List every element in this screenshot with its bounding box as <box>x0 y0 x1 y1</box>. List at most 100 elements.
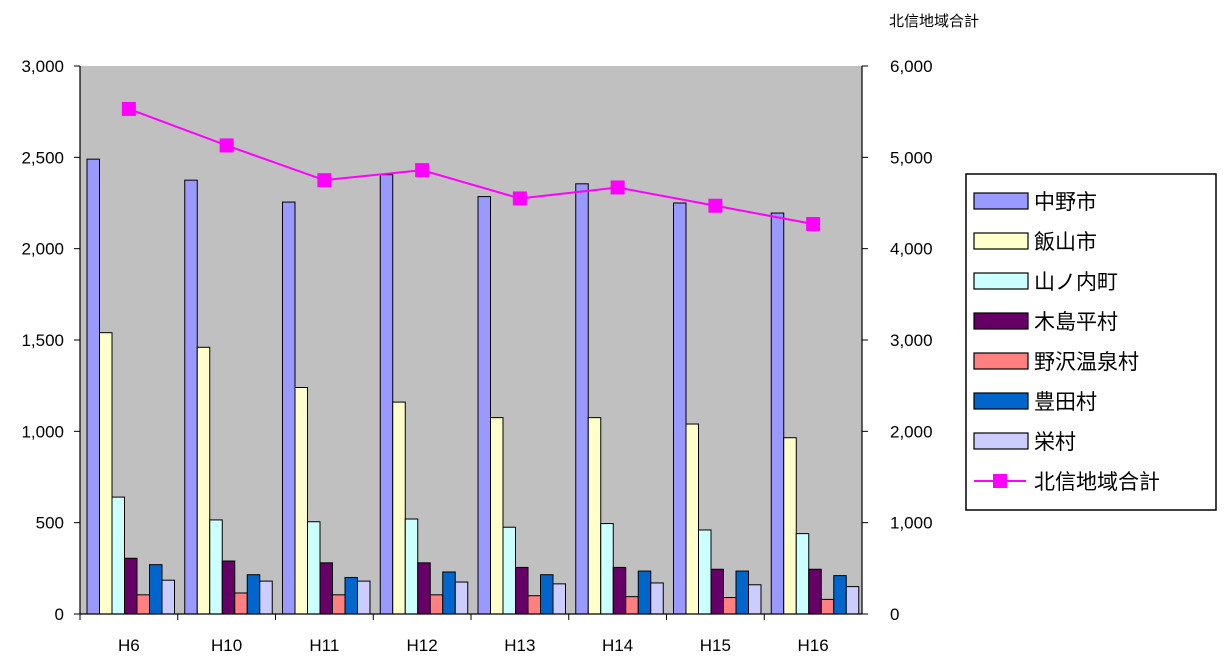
bar-H16-木島平村 <box>808 568 822 615</box>
legend-box <box>965 173 1217 511</box>
bar-H13-中野市 <box>477 196 491 615</box>
left-tick-label: 0 <box>55 605 64 624</box>
legend-label-北信地域合計: 北信地域合計 <box>1034 470 1160 494</box>
legend-swatch-野沢温泉村 <box>973 352 1029 370</box>
left-tick-label: 1,500 <box>21 331 64 350</box>
x-tick-label: H13 <box>504 636 535 655</box>
bar-H13-木島平村 <box>515 566 529 615</box>
x-tick-label: H16 <box>798 636 829 655</box>
left-tick-label: 3,000 <box>21 57 64 76</box>
bar-H12-山ノ内町 <box>404 518 419 615</box>
series-line-北信地域合計 <box>128 107 814 225</box>
bar-H13-飯山市 <box>490 417 504 615</box>
legend-label-豊田村: 豊田村 <box>1034 390 1097 414</box>
bar-H15-飯山市 <box>685 423 699 615</box>
bar-H15-栄村 <box>748 584 762 615</box>
bar-H11-木島平村 <box>319 562 333 615</box>
point-H12-北信地域合計 <box>415 163 430 178</box>
bar-H12-木島平村 <box>417 562 431 615</box>
bar-H10-中野市 <box>184 179 198 615</box>
point-H6-北信地域合計 <box>121 101 136 116</box>
right-tick-label: 2,000 <box>890 422 933 441</box>
x-tick-label: H14 <box>602 636 633 655</box>
point-H13-北信地域合計 <box>512 191 527 206</box>
bar-H16-栄村 <box>845 586 860 615</box>
bar-H10-野沢温泉村 <box>234 592 248 615</box>
x-tick-label: H10 <box>211 636 242 655</box>
bar-H11-飯山市 <box>294 386 308 615</box>
bar-H6-木島平村 <box>124 557 138 615</box>
bar-H12-飯山市 <box>392 401 406 615</box>
legend-swatch-中野市 <box>973 192 1029 210</box>
bar-H6-栄村 <box>161 579 175 615</box>
point-H16-北信地域合計 <box>806 217 821 232</box>
bar-H15-木島平村 <box>710 568 724 615</box>
bar-H16-豊田村 <box>833 575 847 615</box>
total-line-group <box>121 101 821 232</box>
bar-H6-豊田村 <box>149 564 163 615</box>
bar-H11-中野市 <box>282 201 296 615</box>
legend-label-中野市: 中野市 <box>1034 190 1097 214</box>
legend-label-野沢温泉村: 野沢温泉村 <box>1034 350 1139 374</box>
bar-H12-豊田村 <box>442 571 456 615</box>
legend-swatch-飯山市 <box>973 232 1029 250</box>
legend-label-山ノ内町: 山ノ内町 <box>1034 270 1118 294</box>
bar-H15-中野市 <box>673 202 687 615</box>
bar-H6-野沢温泉村 <box>136 594 150 615</box>
bar-H15-野沢温泉村 <box>723 597 737 615</box>
bar-H10-飯山市 <box>196 346 211 615</box>
bar-H11-山ノ内町 <box>307 521 321 615</box>
right-tick-label: 0 <box>890 605 899 624</box>
bar-H16-中野市 <box>770 212 785 615</box>
right-axis-label: 北信地域合計 <box>889 12 979 30</box>
bar-H6-飯山市 <box>99 332 113 615</box>
bar-H14-豊田村 <box>637 570 652 615</box>
bar-H14-木島平村 <box>612 566 627 615</box>
bar-H14-中野市 <box>575 183 589 615</box>
bar-H10-栄村 <box>259 580 273 615</box>
bar-H14-山ノ内町 <box>600 523 614 615</box>
bar-H13-野沢温泉村 <box>527 595 541 615</box>
legend-swatch-木島平村 <box>973 312 1029 330</box>
legend-swatch-豊田村 <box>973 392 1029 410</box>
left-tick-label: 500 <box>36 514 64 533</box>
bar-H6-山ノ内町 <box>111 496 125 615</box>
bar-H16-山ノ内町 <box>795 533 810 615</box>
point-H10-北信地域合計 <box>219 138 234 153</box>
bar-H14-飯山市 <box>587 417 602 615</box>
bar-H10-山ノ内町 <box>209 519 223 615</box>
point-H15-北信地域合計 <box>708 198 723 213</box>
bar-H6-中野市 <box>86 158 100 615</box>
bar-H15-山ノ内町 <box>698 529 712 615</box>
bar-H14-栄村 <box>650 582 664 615</box>
x-tick-label: H15 <box>700 636 731 655</box>
left-tick-label: 2,500 <box>21 148 64 167</box>
bar-H15-豊田村 <box>735 570 749 615</box>
bar-H14-野沢温泉村 <box>625 596 639 615</box>
legend-swatch-栄村 <box>973 432 1029 450</box>
left-tick-label: 1,000 <box>21 422 64 441</box>
right-tick-label: 4,000 <box>890 240 933 259</box>
legend-label-飯山市: 飯山市 <box>1034 230 1097 254</box>
bar-H13-豊田村 <box>540 574 554 615</box>
right-tick-label: 1,000 <box>890 514 933 533</box>
x-tick-label: H11 <box>309 636 339 655</box>
axes-group: 0 500 1,000 1,500 2,000 2,500 3,000 0 1,000 2,000… <box>21 57 932 655</box>
bar-H16-飯山市 <box>783 437 797 615</box>
x-tick-label: H12 <box>407 636 438 655</box>
right-tick-label: 5,000 <box>890 148 933 167</box>
bar-H11-豊田村 <box>344 576 358 615</box>
bar-H12-中野市 <box>379 174 394 615</box>
bar-H13-山ノ内町 <box>502 526 516 615</box>
bar-H10-木島平村 <box>221 560 236 615</box>
bar-H11-栄村 <box>357 580 371 615</box>
legend-swatch-山ノ内町 <box>973 272 1029 290</box>
bar-H12-野沢温泉村 <box>429 594 444 615</box>
x-tick-label: H6 <box>118 636 140 655</box>
point-H14-北信地域合計 <box>610 180 625 195</box>
legend-label-木島平村: 木島平村 <box>1034 310 1118 334</box>
right-tick-label: 6,000 <box>890 57 933 76</box>
legend-label-栄村: 栄村 <box>1034 430 1076 454</box>
